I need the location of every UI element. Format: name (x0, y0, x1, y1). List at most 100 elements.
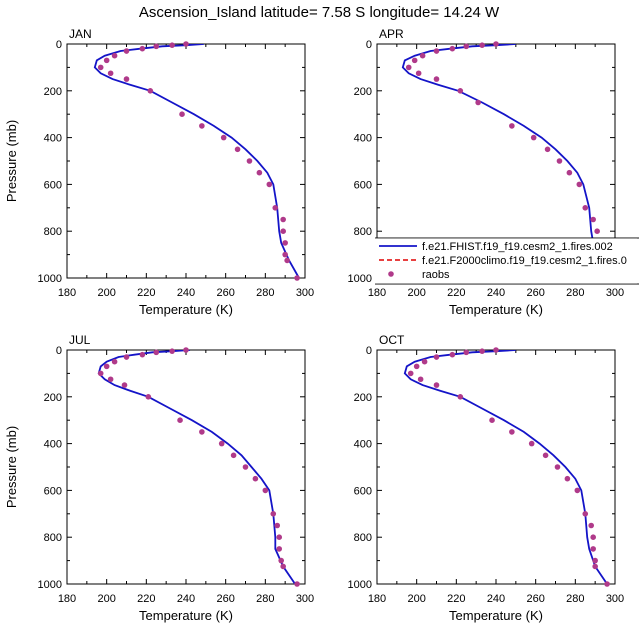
raobs-marker (262, 487, 269, 494)
raobs-marker (169, 42, 175, 48)
x-tick-label: 300 (606, 287, 624, 299)
y-tick-label: 400 (44, 439, 62, 451)
raobs-marker (276, 546, 283, 552)
y-tick-label: 600 (354, 485, 372, 497)
raobs-marker (294, 581, 300, 587)
raobs-marker (449, 351, 456, 358)
raobs-marker (97, 370, 104, 377)
x-tick-label: 280 (256, 287, 274, 299)
x-tick-label: 300 (296, 287, 314, 299)
y-tick-label: 800 (354, 532, 372, 544)
raobs-marker (276, 534, 283, 540)
x-tick-label: 220 (447, 287, 465, 299)
raobs-marker (590, 546, 596, 552)
raobs-marker (97, 64, 104, 71)
raobs-marker (413, 363, 420, 370)
raobs-marker (415, 70, 422, 77)
y-tick-label: 0 (366, 345, 372, 357)
raobs-marker (588, 522, 594, 529)
x-axis-title: Temperature (K) (449, 608, 543, 623)
x-tick-label: 200 (407, 593, 425, 605)
x-tick-label: 240 (177, 287, 195, 299)
y-tick-label: 0 (56, 345, 62, 357)
raobs-marker (123, 76, 130, 82)
raobs-marker (582, 205, 589, 211)
y-tick-label: 200 (44, 86, 62, 98)
x-tick-label: 300 (296, 593, 314, 605)
raobs-marker (433, 354, 440, 360)
panel-label: APR (379, 27, 404, 41)
raobs-marker (266, 181, 273, 188)
raobs-marker (139, 351, 146, 358)
x-tick-label: 300 (606, 593, 624, 605)
raobs-marker (419, 52, 426, 59)
x-tick-label: 220 (137, 593, 155, 605)
raobs-marker (457, 88, 464, 94)
raobs-marker (457, 394, 464, 400)
raobs-marker (590, 216, 596, 223)
raobs-marker (252, 475, 259, 482)
raobs-marker (153, 349, 160, 356)
raobs-marker (278, 557, 285, 564)
panel-oct: OCT 180 200 220 240 260 280 300 0 200 400 600 800 100… (348, 333, 625, 623)
y-tick-label: 600 (354, 179, 372, 191)
raobs-marker (272, 205, 279, 211)
raobs-marker (475, 99, 481, 106)
y-tick-label: 400 (354, 439, 372, 451)
raobs-marker (121, 382, 128, 388)
plot-frame (66, 43, 306, 279)
legend-label: f.e21.FHIST.f19_f19.cesm2_1.fires.002 (422, 241, 613, 253)
raobs-marker (246, 158, 253, 164)
legend-label: raobs (422, 269, 450, 281)
raobs-marker (479, 348, 485, 354)
raobs-marker (433, 382, 440, 388)
raobs-marker (284, 257, 290, 264)
x-tick-label: 220 (447, 593, 465, 605)
panel-label: JUL (69, 333, 91, 347)
y-tick-label: 1000 (38, 273, 62, 285)
x-tick-label: 200 (97, 593, 115, 605)
raobs-marker (103, 57, 110, 64)
raobs-marker (433, 76, 440, 82)
raobs-marker (177, 417, 183, 424)
raobs-marker (270, 511, 277, 517)
y-tick-label: 600 (44, 485, 62, 497)
raobs-marker (183, 41, 189, 47)
legend-swatch-marker (388, 271, 394, 277)
y-tick-label: 200 (44, 392, 62, 404)
raobs-marker (199, 429, 205, 435)
panel-apr: APR 180 200 220 240 260 280 300 0 200 400 600 800 100… (348, 27, 625, 317)
raobs-marker (280, 228, 286, 234)
plot-frame (376, 349, 616, 585)
raobs-marker (493, 41, 499, 47)
raobs-marker (218, 440, 225, 447)
legend: f.e21.FHIST.f19_f19.cesm2_1.fires.002 f.e… (375, 237, 639, 285)
raobs-marker (405, 64, 412, 71)
panel-jul: JUL 180 200 220 240 260 280 300 0 200 400 600 800 100… (4, 333, 314, 623)
x-tick-label: 280 (256, 593, 274, 605)
raobs-marker (139, 45, 146, 52)
y-tick-label: 0 (366, 39, 372, 51)
panel-jan: JAN 180 200 220 240 260 280 300 0 200 400 600 800 100… (4, 27, 314, 317)
raobs-marker (280, 563, 286, 570)
raobs-marker (433, 48, 440, 54)
raobs-marker (111, 52, 118, 59)
raobs-marker (123, 354, 130, 360)
model-line (401, 44, 614, 278)
x-tick-label: 180 (368, 593, 386, 605)
raobs-marker (103, 363, 110, 370)
raobs-marker (294, 275, 300, 281)
raobs-marker (230, 452, 237, 459)
raobs-marker (274, 522, 281, 529)
x-tick-label: 260 (216, 593, 234, 605)
y-tick-label: 0 (56, 39, 62, 51)
model-line (97, 350, 296, 584)
raobs-marker (282, 251, 288, 258)
y-tick-label: 1000 (348, 579, 372, 591)
legend-label: f.e21.F2000climo.f19_f19.cesm2_1.fires.0 (422, 255, 627, 267)
raobs-marker (169, 348, 175, 354)
x-axis-title: Temperature (K) (449, 302, 543, 317)
raobs-marker (179, 111, 185, 117)
x-axis-title: Temperature (K) (139, 302, 233, 317)
